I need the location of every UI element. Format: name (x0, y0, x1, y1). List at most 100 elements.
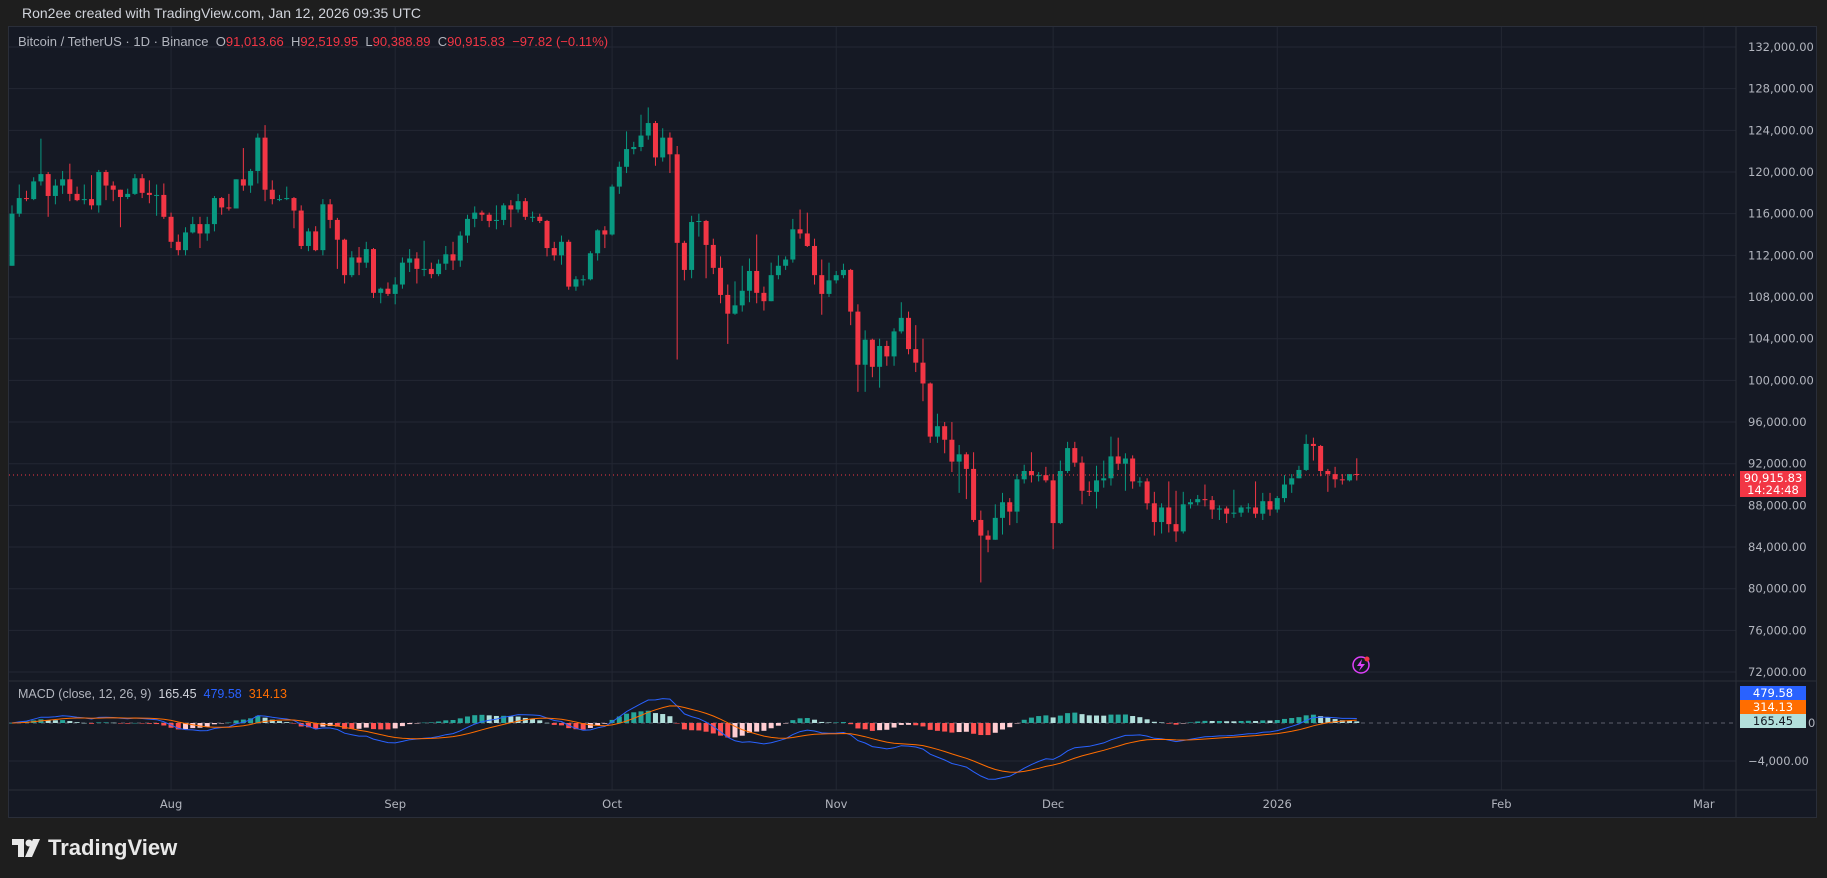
macd-label: MACD (close, 12, 26, 9) (18, 687, 152, 701)
candle-down (674, 154, 680, 243)
symbol-legend[interactable]: Bitcoin / TetherUS · 1D · Binance O91,01… (18, 34, 608, 49)
candle-up (190, 224, 196, 233)
macd-histogram-bar (1122, 714, 1128, 723)
lightning-icon[interactable] (1352, 656, 1370, 674)
macd-histogram-bar (479, 714, 485, 723)
macd-histogram-bar (674, 723, 680, 724)
macd-histogram-bar (443, 720, 449, 723)
macd-histogram-bar (1108, 714, 1114, 723)
candle-up (248, 170, 254, 186)
candle-up (638, 135, 644, 148)
macd-histogram-bar (125, 723, 131, 724)
candle-up (877, 345, 883, 367)
macd-histogram-bar (183, 723, 189, 730)
price-tick-label: 88,000.00 (1748, 498, 1807, 512)
macd-histogram-bar (819, 721, 825, 723)
macd-histogram-bar (67, 721, 73, 723)
candle-up (689, 222, 695, 270)
macd-histogram-bar (869, 723, 875, 731)
macd-histogram-bar (840, 722, 846, 723)
macd-histogram-bar (1014, 723, 1020, 724)
macd-histogram-bar (414, 723, 420, 724)
macd-histogram-bar (1347, 720, 1353, 723)
macd-histogram-bar (1028, 717, 1034, 723)
candle-down (522, 201, 528, 217)
macd-histogram-bar (154, 723, 160, 725)
macd-histogram-bar (855, 723, 861, 729)
high-value: 92,519.95 (300, 34, 359, 49)
candle-down (1253, 507, 1259, 514)
macd-histogram-bar (52, 720, 58, 723)
macd-legend[interactable]: MACD (close, 12, 26, 9) 165.45 479.58 31… (18, 687, 287, 701)
candle-down (74, 193, 80, 201)
macd-histogram-bar (1094, 715, 1099, 723)
high-label: H (290, 34, 301, 49)
candle-down (1325, 470, 1331, 475)
candle-up (573, 279, 579, 287)
candle-down (414, 258, 420, 269)
candle-down (508, 205, 514, 210)
candle-down (978, 519, 984, 536)
macd-histogram-bar (1209, 720, 1215, 723)
candle-down (1079, 462, 1085, 491)
candle-down (761, 292, 767, 302)
macd-histogram-bar (1086, 715, 1092, 723)
macd-histogram-bar (992, 723, 998, 733)
macd-histogram-bar (269, 719, 275, 723)
macd-histogram-bar (1238, 720, 1244, 723)
candle-down (1267, 501, 1273, 510)
macd-histogram-bar (573, 723, 579, 730)
macd-histogram-bar (920, 723, 926, 727)
candle-up (840, 269, 846, 276)
macd-histogram-bar (1231, 721, 1237, 723)
candle-up (530, 216, 536, 218)
candle-down (1332, 474, 1338, 480)
candle-down (450, 254, 456, 261)
macd-histogram-bar (956, 723, 962, 733)
candle-up (1296, 469, 1302, 479)
time-axis[interactable]: Aug Sep Oct Nov Dec 2026 Feb Mar (160, 797, 1715, 811)
candle-up (493, 219, 499, 221)
macd-histogram-bar (942, 723, 948, 732)
macd-histogram-bar (392, 723, 398, 729)
price-axis[interactable]: 132,000.00 128,000.00 124,000.00 120,000.00… (1748, 40, 1814, 679)
macd-histogram-bar (1137, 717, 1143, 723)
candle-up (204, 224, 210, 234)
tradingview-logo[interactable]: TradingView (12, 835, 177, 861)
macd-histogram-bar (746, 723, 752, 733)
macd-histogram-bar (1130, 716, 1136, 723)
candle-up (1289, 478, 1295, 485)
macd-histogram-bar (754, 723, 760, 732)
macd-histogram-bar (1065, 713, 1071, 723)
candle-down (45, 174, 51, 196)
macd-histogram-bar (537, 720, 543, 723)
price-tick-label: 76,000.00 (1748, 623, 1807, 637)
candle-down (103, 172, 109, 186)
macd-histogram-bar (486, 715, 492, 723)
current-price-tag: 90,915.83 14:24:48 (1740, 471, 1806, 497)
macd-histogram-bar (1072, 712, 1078, 723)
macd-histogram-bar (190, 723, 196, 729)
macd-histogram-bar (1260, 720, 1266, 723)
symbol-name: Bitcoin / TetherUS · 1D · Binance (18, 34, 209, 49)
macd-histogram-bar (472, 715, 478, 723)
candle-down (667, 137, 673, 155)
macd-histogram-bar (1151, 721, 1157, 723)
price-tick-label: 112,000.00 (1748, 248, 1814, 262)
candle-up (1187, 502, 1193, 505)
macd-histogram-bar (638, 711, 644, 723)
candle-up (233, 179, 239, 209)
candle-down (89, 199, 95, 206)
macd-histogram-bar (436, 721, 442, 723)
candle-up (81, 199, 87, 201)
candle-up (183, 232, 189, 251)
price-tick-label: 100,000.00 (1748, 373, 1814, 387)
candle-down (1318, 445, 1324, 471)
macd-histogram-bar (797, 718, 803, 723)
candle-up (616, 166, 622, 187)
macd-histogram-bar (768, 723, 774, 729)
candle-up (443, 254, 449, 264)
macd-histogram-bar (667, 716, 673, 723)
macd-histogram-bar (898, 723, 904, 725)
